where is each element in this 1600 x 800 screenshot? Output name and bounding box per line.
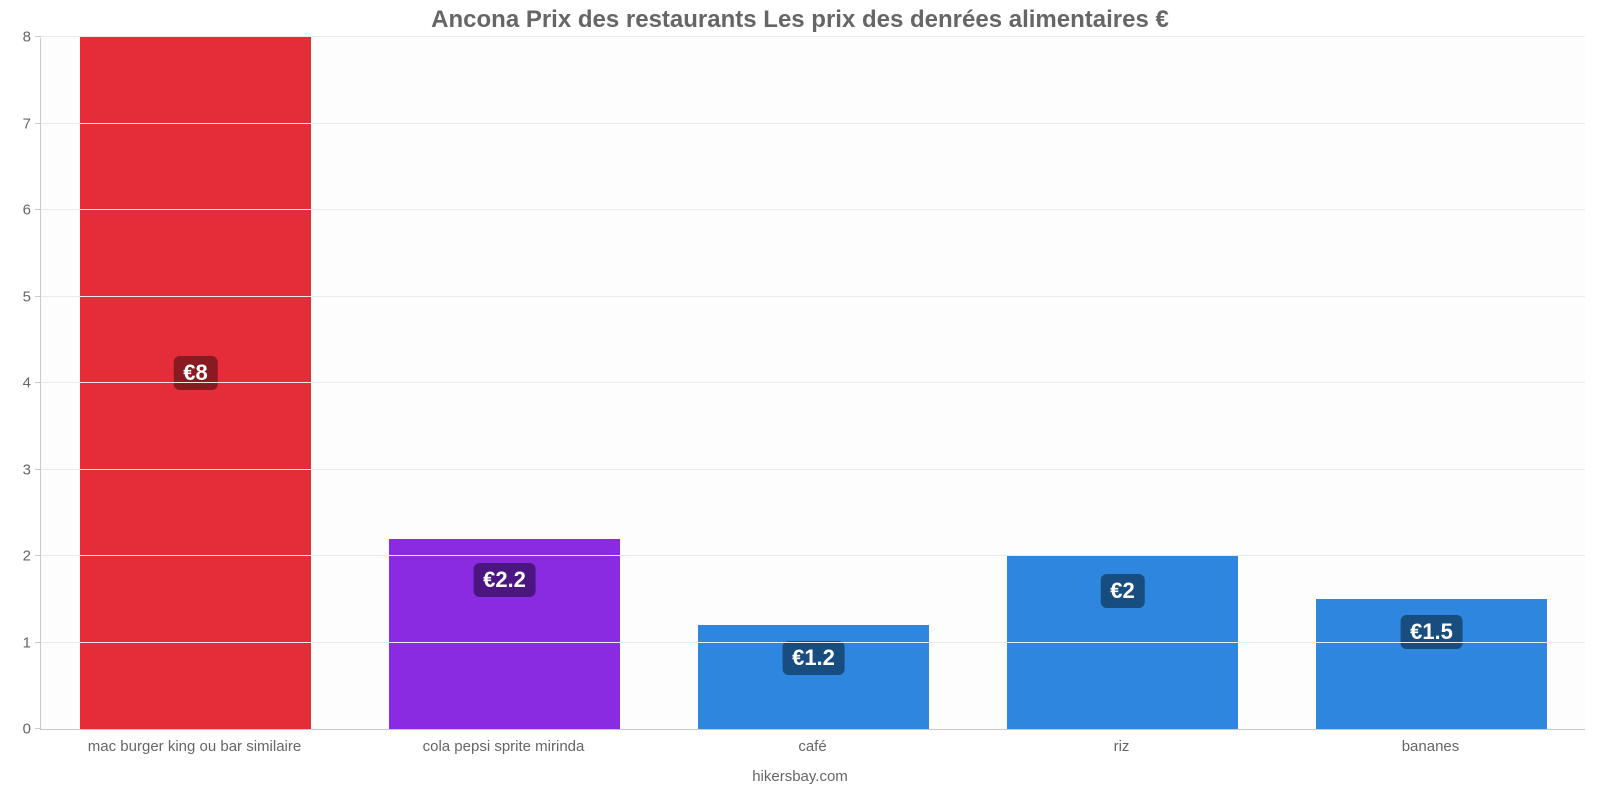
y-tick bbox=[35, 36, 41, 37]
y-tick bbox=[35, 728, 41, 729]
y-tick bbox=[35, 382, 41, 383]
x-axis-label: bananes bbox=[1402, 738, 1460, 755]
y-tick-label: 8 bbox=[23, 29, 31, 46]
chart-footer: hikersbay.com bbox=[0, 768, 1600, 785]
bars-layer: €8 €2.2 €1.2 €2 €1.5 bbox=[41, 38, 1585, 729]
bar-value-badge: €2.2 bbox=[473, 563, 536, 597]
bar-value-badge: €1.2 bbox=[782, 641, 845, 675]
y-tick-label: 0 bbox=[23, 721, 31, 738]
y-tick bbox=[35, 469, 41, 470]
plot-area: €8€2.2€1.2€2€1.5 012345678 bbox=[40, 38, 1585, 730]
chart-title: Ancona Prix des restaurants Les prix des… bbox=[0, 6, 1600, 34]
bar: €2.2 bbox=[389, 539, 621, 729]
gridline bbox=[41, 209, 1585, 210]
gridline bbox=[41, 469, 1585, 470]
x-axis-label: mac burger king ou bar similaire bbox=[88, 738, 301, 755]
gridline bbox=[41, 382, 1585, 383]
y-tick bbox=[35, 296, 41, 297]
y-tick bbox=[35, 555, 41, 556]
y-tick-label: 3 bbox=[23, 461, 31, 478]
bar: €8 bbox=[80, 37, 312, 729]
gridline bbox=[41, 642, 1585, 643]
y-tick-label: 1 bbox=[23, 634, 31, 651]
gridline bbox=[41, 36, 1585, 37]
y-tick bbox=[35, 209, 41, 210]
price-bar-chart: Ancona Prix des restaurants Les prix des… bbox=[0, 0, 1600, 800]
y-tick-label: 4 bbox=[23, 375, 31, 392]
bar-value-badge: €8 bbox=[173, 356, 217, 390]
gridline bbox=[41, 123, 1585, 124]
bar-value-badge: €2 bbox=[1100, 574, 1144, 608]
y-tick bbox=[35, 123, 41, 124]
y-tick-label: 7 bbox=[23, 115, 31, 132]
bar: €1.5 bbox=[1316, 599, 1548, 729]
x-axis-label: riz bbox=[1114, 738, 1130, 755]
gridline bbox=[41, 296, 1585, 297]
x-axis-label: cola pepsi sprite mirinda bbox=[423, 738, 585, 755]
bar-value-badge: €1.5 bbox=[1400, 615, 1463, 649]
y-tick-label: 2 bbox=[23, 548, 31, 565]
y-tick-label: 6 bbox=[23, 202, 31, 219]
y-tick bbox=[35, 642, 41, 643]
x-axis-label: café bbox=[798, 738, 826, 755]
y-tick-label: 5 bbox=[23, 288, 31, 305]
gridline bbox=[41, 555, 1585, 556]
bar: €2 bbox=[1007, 556, 1239, 729]
